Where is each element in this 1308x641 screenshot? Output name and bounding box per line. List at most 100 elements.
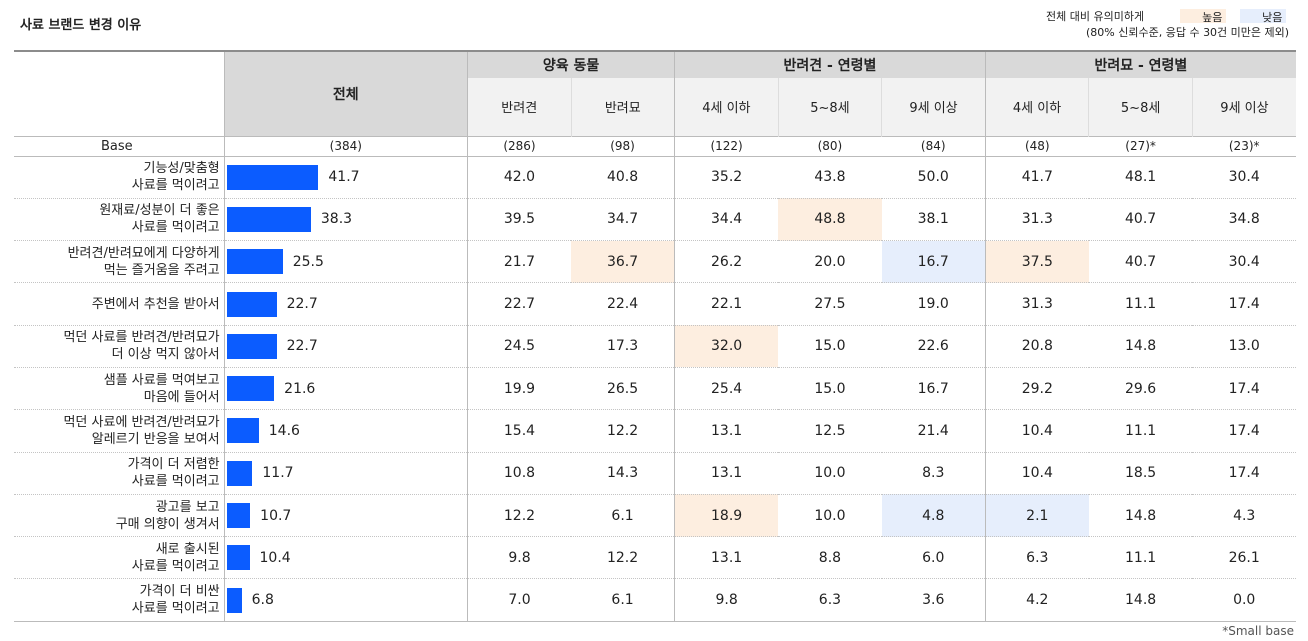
row-label: 먹던 사료에 반려견/반려묘가 알레르기 반응을 보여서 <box>14 409 225 453</box>
table-row: 광고를 보고 구매 의향이 생겨서 10.7 12.2 6.1 18.9 10.0 4.8 2… <box>14 494 1296 538</box>
table-row: 샘플 사료를 먹여보고 마음에 들어서 21.6 19.9 26.5 25.4 15.0 1… <box>14 367 1296 411</box>
data-cell: 30.4 <box>1192 240 1296 284</box>
total-value: 10.7 <box>260 507 292 524</box>
data-cell: 34.7 <box>571 198 675 242</box>
header-sub: 4세 이하 <box>674 78 779 136</box>
data-cell: 19.9 <box>466 367 572 411</box>
total-cell: 38.3 <box>223 198 468 242</box>
total-bar <box>226 460 253 486</box>
base-value: (23)* <box>1192 135 1296 157</box>
data-cell: 10.4 <box>984 452 1089 495</box>
table-row: 먹던 사료를 반려견/반려묘가 더 이상 먹지 않아서 22.7 24.5 17.3 3… <box>14 325 1296 368</box>
data-cell: 8.8 <box>778 536 882 580</box>
data-cell: 38.1 <box>881 198 986 242</box>
total-cell: 22.7 <box>223 325 468 368</box>
total-cell: 11.7 <box>223 452 468 495</box>
data-cell: 6.1 <box>571 578 675 622</box>
total-value: 22.7 <box>286 338 318 355</box>
total-value: 38.3 <box>320 211 353 228</box>
data-cell: 26.2 <box>674 240 779 284</box>
data-cell: 17.4 <box>1192 282 1296 326</box>
total-cell: 10.7 <box>223 494 468 538</box>
data-cell: 7.0 <box>466 578 572 622</box>
data-cell: 25.4 <box>674 367 779 411</box>
data-cell: 48.8 <box>778 198 882 242</box>
data-cell: 48.1 <box>1088 156 1193 199</box>
total-cell: 41.7 <box>223 156 468 199</box>
total-cell: 22.7 <box>223 282 468 326</box>
data-cell: 2.1 <box>984 494 1089 538</box>
table-row: 원재료/성분이 더 좋은 사료를 먹이려고 38.3 39.5 34.7 34.4 48.… <box>14 198 1296 242</box>
base-value: (84) <box>881 135 986 157</box>
base-value: (122) <box>674 135 779 157</box>
legend-label: 전체 대비 유의미하게 <box>1046 10 1145 23</box>
data-cell: 9.8 <box>674 578 779 622</box>
row-label: 새로 출시된 사료를 먹이려고 <box>14 536 225 580</box>
base-value: (80) <box>778 135 882 157</box>
legend-high-swatch: 높음 <box>1180 9 1227 24</box>
header-group-animal: 양육 동물 <box>466 50 675 78</box>
data-cell: 43.8 <box>778 156 882 199</box>
total-value: 41.7 <box>328 169 360 186</box>
row-label: 주변에서 추천을 받아서 <box>14 282 225 326</box>
header-sub: 4세 이하 <box>984 78 1089 136</box>
data-cell: 40.7 <box>1088 240 1193 284</box>
results-table: 전체 양육 동물 반려견 - 연령별 반려묘 - 연령별 반려견 반려묘 4세 … <box>14 50 1296 622</box>
data-cell: 3.6 <box>881 578 986 622</box>
data-cell: 10.0 <box>778 494 882 538</box>
table-row: 반려견/반려묘에게 다양하게 먹는 즐거움을 주려고 25.5 21.7 36.7 26… <box>14 240 1296 284</box>
header-total: 전체 <box>223 50 468 136</box>
data-cell: 12.2 <box>466 494 572 538</box>
data-cell: 18.9 <box>674 494 779 538</box>
data-cell: 21.4 <box>881 409 986 453</box>
data-cell: 17.3 <box>571 325 675 368</box>
total-bar <box>226 291 277 317</box>
data-cell: 37.5 <box>984 240 1089 284</box>
total-bar <box>226 376 275 402</box>
data-cell: 17.4 <box>1192 409 1296 453</box>
data-cell: 9.8 <box>466 536 572 580</box>
legend: 전체 대비 유의미하게 높음 낮음 <box>1046 9 1287 24</box>
data-cell: 8.3 <box>881 452 986 495</box>
data-cell: 22.4 <box>571 282 675 326</box>
legend-note: (80% 신뢰수준, 응답 수 30건 미만은 제외) <box>1086 26 1290 39</box>
table-row: 주변에서 추천을 받아서 22.7 22.7 22.4 22.1 27.5 19.0 31.3… <box>14 282 1296 326</box>
data-cell: 11.1 <box>1088 536 1193 580</box>
data-cell: 40.7 <box>1088 198 1193 242</box>
total-value: 11.7 <box>262 465 294 482</box>
total-cell: 21.6 <box>223 367 468 411</box>
total-bar <box>226 587 242 613</box>
data-cell: 6.3 <box>984 536 1089 580</box>
total-value: 10.4 <box>259 549 291 566</box>
data-cell: 13.1 <box>674 409 779 453</box>
data-cell: 14.3 <box>571 452 675 495</box>
data-cell: 29.6 <box>1088 367 1193 411</box>
base-value: (48) <box>984 135 1089 157</box>
data-cell: 34.4 <box>674 198 779 242</box>
data-cell: 32.0 <box>674 325 779 368</box>
data-cell: 12.2 <box>571 536 675 580</box>
table-row: 가격이 더 비싼 사료를 먹이려고 6.8 7.0 6.1 9.8 6.3 3.6 4.2 14… <box>14 578 1296 622</box>
base-row: Base (384) (286) (98) (122) (80) (84) (4… <box>14 135 1296 157</box>
data-cell: 15.0 <box>778 367 882 411</box>
data-cell: 31.3 <box>984 198 1089 242</box>
total-value: 14.6 <box>268 422 300 439</box>
header-sub: 5~8세 <box>1088 78 1193 136</box>
data-cell: 50.0 <box>881 156 986 199</box>
data-cell: 16.7 <box>881 367 986 411</box>
header-sub: 9세 이상 <box>881 78 986 136</box>
total-cell: 6.8 <box>223 578 468 622</box>
data-cell: 30.4 <box>1192 156 1296 199</box>
data-cell: 21.7 <box>466 240 572 284</box>
total-bar <box>226 164 319 190</box>
row-label: 샘플 사료를 먹여보고 마음에 들어서 <box>14 367 225 411</box>
data-cell: 19.0 <box>881 282 986 326</box>
total-value: 25.5 <box>292 253 324 270</box>
data-cell: 29.2 <box>984 367 1089 411</box>
legend-low-label: 낮음 <box>1262 11 1283 24</box>
data-cell: 4.3 <box>1192 494 1296 538</box>
base-label: Base <box>14 135 225 157</box>
data-cell: 15.0 <box>778 325 882 368</box>
data-cell: 14.8 <box>1088 578 1193 622</box>
data-cell: 12.5 <box>778 409 882 453</box>
